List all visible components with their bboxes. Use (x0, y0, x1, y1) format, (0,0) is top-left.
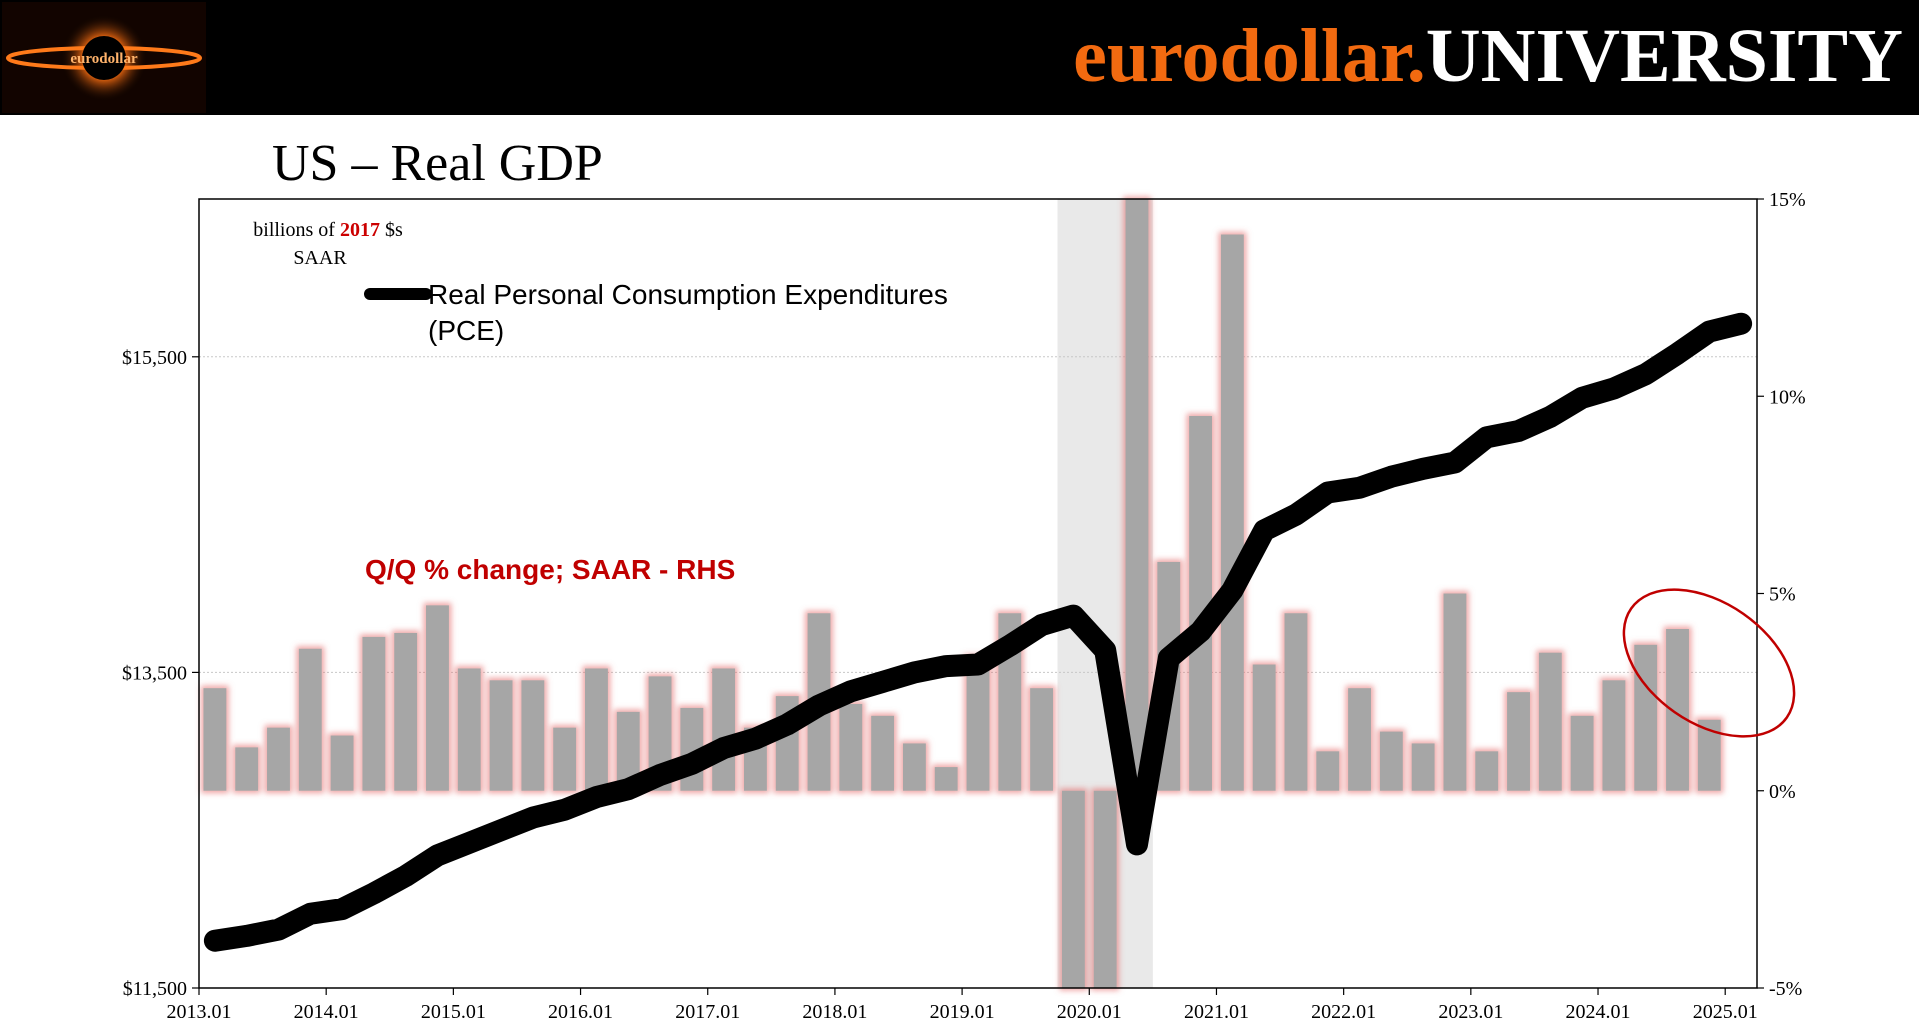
bar-2021.03 (1284, 613, 1308, 791)
units-label-line2: SAAR (293, 247, 347, 269)
bar-2013.04 (298, 648, 322, 791)
bar-2015.02 (489, 680, 513, 791)
pce-line (203, 312, 1753, 952)
brand-part-1: eurodollar. (1073, 14, 1426, 98)
header-banner: eurodollar eurodollar.UNIVERSITY (0, 0, 1919, 115)
bar-2021.01 (1220, 234, 1244, 791)
x-axis-label: 2023.01 (1438, 1001, 1503, 1023)
slide-title: US – Real GDP (272, 135, 603, 192)
bar-annotation: Q/Q % change; SAAR - RHS (365, 554, 735, 585)
x-axis-label: 2013.01 (167, 1001, 232, 1023)
bar-2024.01 (1602, 680, 1626, 791)
x-axis-label: 2019.01 (930, 1001, 995, 1023)
x-axis-label: 2017.01 (675, 1001, 740, 1023)
right-axis-label: 10% (1769, 386, 1806, 408)
eurodollar-logo: eurodollar (2, 2, 206, 113)
bar-2024.02 (1634, 644, 1658, 791)
bar-2018.02 (871, 715, 895, 791)
bar-2021.02 (1252, 664, 1276, 791)
bar-2024.03 (1666, 629, 1689, 791)
axis-labels: $11,500 $13,500 $15,500 -5% 0% 5% 10% 15% 2013.0… (122, 189, 1806, 1023)
bar-2013.01 (203, 688, 227, 791)
bar-2023.04 (1570, 715, 1594, 791)
bar-2020.01 (1093, 790, 1117, 988)
x-axis-label: 2018.01 (802, 1001, 867, 1023)
bar-2020.02 (1125, 199, 1149, 791)
x-axis-label: 2014.01 (294, 1001, 359, 1023)
left-axis-label: $15,500 (122, 347, 187, 369)
bar-2014.02 (362, 636, 386, 791)
bar-2013.02 (235, 747, 259, 791)
bar-2023.01 (1475, 751, 1499, 791)
line-series (203, 312, 1753, 952)
units-prefix: billions of (253, 219, 340, 241)
units-label-line1: billions of 2017 $s (253, 219, 403, 241)
bar-2016.02 (616, 711, 640, 791)
bar-2015.04 (553, 727, 577, 791)
bar-2018.03 (902, 743, 926, 791)
left-axis-label: $13,500 (122, 662, 187, 684)
bar-2018.01 (839, 703, 863, 791)
bar-2023.02 (1507, 692, 1530, 791)
x-axis-label: 2015.01 (421, 1001, 486, 1023)
bar-2018.04 (934, 767, 958, 791)
right-axis-label: 5% (1769, 584, 1796, 606)
bar-2014.03 (394, 632, 418, 791)
bar-2014.01 (330, 735, 354, 791)
x-axis-label: 2024.01 (1566, 1001, 1631, 1023)
bar-2015.01 (457, 668, 481, 791)
bar-2019.01 (966, 656, 990, 791)
bar-2023.03 (1538, 652, 1562, 791)
x-axis-label: 2021.01 (1184, 1001, 1249, 1023)
legend-label-line1: Real Personal Consumption Expenditures (428, 279, 948, 310)
bar-2019.03 (1030, 688, 1054, 791)
legend-label-line2: (PCE) (428, 315, 504, 346)
right-axis-label: 0% (1769, 781, 1796, 803)
bar-2024.04 (1697, 719, 1721, 791)
right-axis-label: -5% (1769, 978, 1802, 1000)
bar-2022.02 (1379, 731, 1403, 791)
bar-2013.03 (267, 727, 290, 791)
highlight-circle (1622, 588, 1796, 738)
brand-part-2: UNIVERSITY (1425, 14, 1903, 98)
bar-2016.01 (585, 668, 608, 791)
bar-2015.03 (521, 680, 545, 791)
logo-wordmark: eurodollar (70, 51, 138, 67)
units-year: 2017 (340, 219, 380, 241)
bar-2022.01 (1348, 688, 1371, 791)
x-axis-label: 2025.01 (1693, 1001, 1758, 1023)
brand-wordmark: eurodollar.UNIVERSITY (1073, 10, 1903, 102)
bar-2014.04 (426, 605, 449, 791)
x-axis-label: 2016.01 (548, 1001, 613, 1023)
x-axis-label: 2022.01 (1311, 1001, 1376, 1023)
bar-2019.04 (1061, 790, 1085, 988)
bar-2022.03 (1411, 743, 1435, 791)
right-axis-label: 15% (1769, 189, 1806, 211)
units-suffix: $s (380, 219, 403, 241)
left-axis-label: $11,500 (123, 978, 187, 1000)
bar-2022.04 (1443, 593, 1467, 791)
x-axis-label: 2020.01 (1057, 1001, 1122, 1023)
bar-2017.01 (712, 668, 736, 791)
bar-2021.04 (1316, 751, 1340, 791)
bar-2020.04 (1189, 415, 1213, 791)
